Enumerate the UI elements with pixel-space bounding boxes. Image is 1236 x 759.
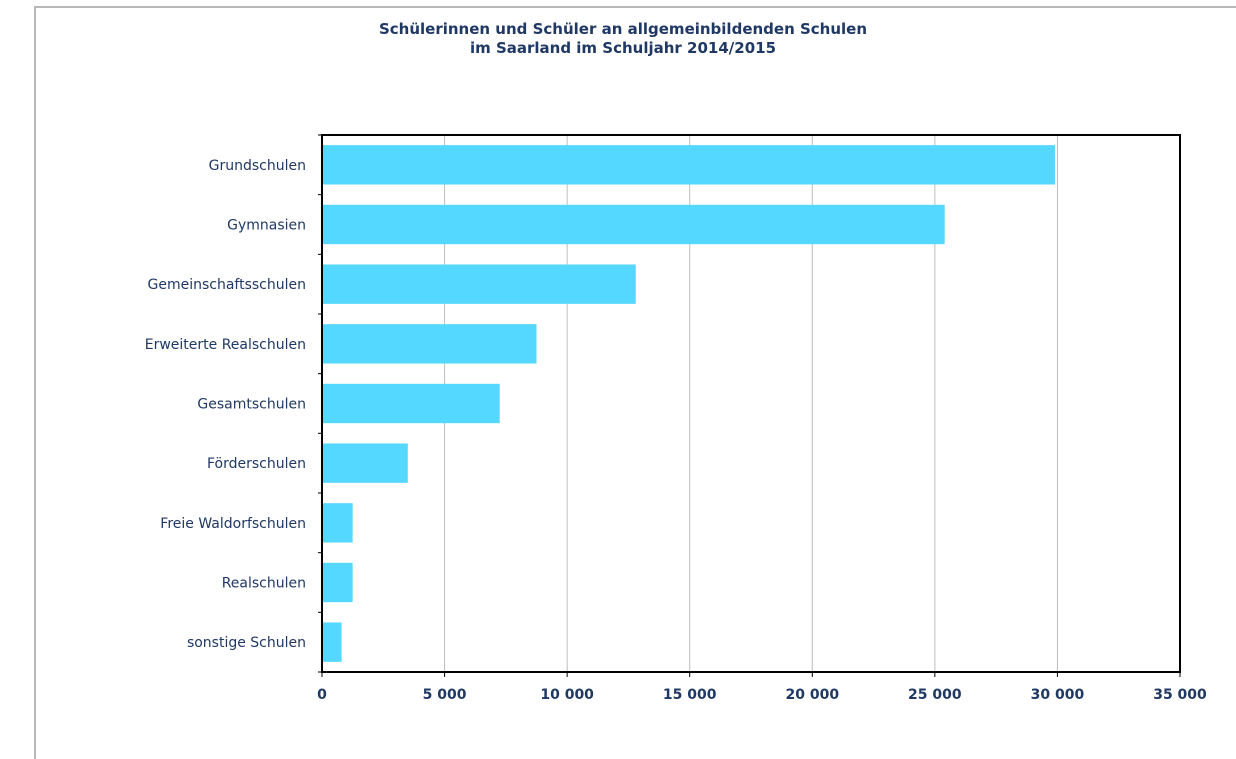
x-tick-label: 35 000 xyxy=(1153,687,1207,703)
chart-subtitle: im Saarland im Schuljahr 2014/2015 xyxy=(469,39,777,57)
bar-8 xyxy=(322,562,353,603)
bar-7 xyxy=(322,503,353,543)
bar-3 xyxy=(322,264,636,304)
axes xyxy=(318,134,1181,677)
bar-1 xyxy=(322,145,1055,185)
category-label: Freie Waldorfschulen xyxy=(160,516,306,532)
x-tick-labels: 0 5 000 10 000 15 000 20 000 25 000 30 000 35 0… xyxy=(317,687,1207,703)
plot-border xyxy=(321,134,1181,673)
x-tick-label: 10 000 xyxy=(540,687,594,703)
x-tick-label: 0 xyxy=(317,687,327,703)
bar-4 xyxy=(322,324,537,364)
frame-border-left xyxy=(34,6,36,759)
bar-9 xyxy=(322,622,342,662)
x-tick-label: 30 000 xyxy=(1031,687,1085,703)
bar-5 xyxy=(322,383,500,424)
category-label: Förderschulen xyxy=(207,456,306,472)
category-label: sonstige Schulen xyxy=(187,635,306,651)
category-labels: Grundschulen Gymnasien Gemeinschaftsschule… xyxy=(145,158,306,651)
x-tick-label: 20 000 xyxy=(785,687,839,703)
x-tick-label: 5 000 xyxy=(423,687,467,703)
chart-title-block: Schülerinnen und Schüler an allgemeinbil… xyxy=(0,20,1236,58)
category-label: Gemeinschaftsschulen xyxy=(148,277,307,293)
bar-2 xyxy=(322,204,945,245)
chart-title: Schülerinnen und Schüler an allgemeinbil… xyxy=(378,20,868,38)
x-tick-label: 15 000 xyxy=(663,687,717,703)
category-label: Gymnasien xyxy=(227,218,306,234)
category-label: Realschulen xyxy=(222,576,306,592)
x-tick-label: 25 000 xyxy=(908,687,962,703)
category-label: Erweiterte Realschulen xyxy=(145,337,306,353)
bars xyxy=(322,145,1055,662)
frame-border-top xyxy=(35,6,1236,8)
category-label: Gesamtschulen xyxy=(197,397,306,413)
bar-6 xyxy=(322,443,408,483)
category-label: Grundschulen xyxy=(209,158,306,174)
